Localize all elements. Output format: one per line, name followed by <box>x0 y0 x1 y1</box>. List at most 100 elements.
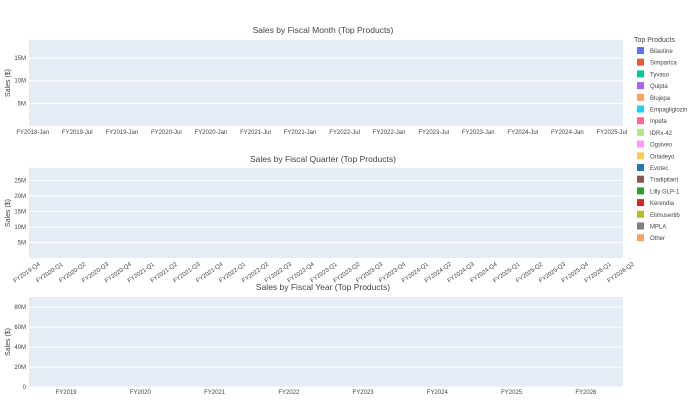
x-tick-label: FY2020-Jul <box>151 130 182 136</box>
legend-swatch <box>637 140 644 148</box>
x-tick-label: FY2024-Jan <box>551 130 584 136</box>
legend-label: Elimusertib <box>650 213 680 219</box>
chart-yearly-y-label: Sales ($) <box>5 328 12 356</box>
legend-swatch <box>637 105 644 113</box>
legend-swatch <box>637 210 644 218</box>
y-tick-label: 10M <box>14 225 26 231</box>
legend-label: Kerendia <box>650 201 675 207</box>
legend-swatch <box>637 58 644 66</box>
legend-item[interactable]: Inpefa <box>637 117 667 125</box>
x-tick-label: FY2019-Jan <box>105 130 138 136</box>
legend-item[interactable]: Simparica <box>637 58 677 67</box>
y-tick-label: 0 <box>23 385 27 391</box>
legend-label: Ogsiveo <box>650 143 673 149</box>
legend-swatch <box>637 175 644 183</box>
legend-swatch <box>637 234 644 242</box>
legend-item[interactable]: MPLA <box>637 222 666 231</box>
legend-label: Simparica <box>650 61 677 67</box>
y-tick-label: 60M <box>14 325 26 331</box>
chart-quarterly-gridlines <box>29 179 623 243</box>
legend-item[interactable]: Evotec <box>637 164 668 172</box>
legend-swatch <box>637 187 644 195</box>
legend-swatch <box>637 164 644 171</box>
x-tick-label: FY2019 <box>56 390 78 396</box>
legend-item[interactable]: Elimusertib <box>637 210 680 219</box>
y-tick-label: 10M <box>14 79 26 85</box>
chart-monthly: Sales by Fiscal Month (Top Products) 5M 1… <box>5 25 627 136</box>
x-tick-label: FY2022-Jul <box>329 130 360 136</box>
legend-label: Empagliglozin <box>650 108 687 114</box>
chart-yearly-y-ticks: 0 20M 40M 60M 80M <box>14 305 26 391</box>
legend-swatch <box>637 222 644 230</box>
chart-monthly-y-label: Sales ($) <box>5 69 12 97</box>
chart-yearly-title: Sales by Fiscal Year (Top Products) <box>256 282 390 292</box>
legend-item[interactable]: Ogsiveo <box>637 140 673 149</box>
x-tick-label: FY2025-Jul <box>597 130 628 136</box>
legend-label: Evotec <box>650 166 668 172</box>
legend-label: Orladeyo <box>650 154 675 160</box>
legend-items[interactable]: Bilastine Simparica Tyvaso Quipta Blujepa Emp… <box>637 47 687 242</box>
x-tick-label: FY2021 <box>204 390 226 396</box>
legend-swatch <box>637 117 644 125</box>
legend-item[interactable]: Lilly GLP-1 <box>637 187 680 195</box>
chart-yearly: Sales by Fiscal Year (Top Products) 0 20M… <box>5 282 623 396</box>
chart-monthly-title: Sales by Fiscal Month (Top Products) <box>253 25 394 35</box>
x-tick-label: FY2024-Jul <box>507 130 538 136</box>
y-tick-label: 80M <box>14 305 26 311</box>
legend-swatch <box>637 152 644 160</box>
legend-label: Tradipitant <box>650 178 678 184</box>
y-tick-label: 20M <box>14 365 26 371</box>
chart-quarterly-y-ticks: 5M 10M 15M 20M 25M <box>14 178 26 246</box>
chart-quarterly-x-ticks: FY2019-Q4FY2020-Q1FY2020-Q2FY2020-Q3FY20… <box>13 261 636 284</box>
legend-item[interactable]: Tyvaso <box>637 70 670 78</box>
y-tick-label: 5M <box>18 101 26 107</box>
legend-item[interactable]: Kerendia <box>637 199 675 207</box>
legend-title: Top Products <box>634 37 675 44</box>
chart-monthly-plot-area <box>29 40 623 126</box>
chart-yearly-plot-area <box>29 297 623 387</box>
y-tick-label: 5M <box>18 240 26 246</box>
legend-swatch <box>637 93 644 101</box>
legend-swatch <box>637 82 644 90</box>
legend-swatch <box>637 128 644 136</box>
x-tick-label: FY2026 <box>575 390 597 396</box>
legend-label: Bilastine <box>650 49 673 55</box>
y-tick-label: 25M <box>14 178 26 184</box>
legend-label: IDRx-42 <box>650 131 673 137</box>
legend-item[interactable]: Quipta <box>637 82 668 90</box>
chart-monthly-y-ticks: 5M 10M 15M <box>14 56 26 107</box>
x-tick-label: FY2022 <box>278 390 300 396</box>
legend-swatch <box>637 199 644 207</box>
legend-label: MPLA <box>650 225 666 231</box>
legend: Top Products Bilastine Simparica Tyvaso Qui… <box>634 37 687 242</box>
x-tick-label: FY2023-Jul <box>418 130 449 136</box>
x-tick-label: FY2023-Jan <box>462 130 495 136</box>
chart-yearly-gridlines <box>29 306 623 388</box>
legend-label: Tyvaso <box>650 72 670 78</box>
legend-item[interactable]: Tradipitant <box>637 175 678 184</box>
legend-swatch <box>637 70 644 78</box>
legend-item[interactable]: Empagliglozin <box>637 105 687 114</box>
legend-item[interactable]: IDRx-42 <box>637 128 673 137</box>
legend-item[interactable]: Bilastine <box>637 47 673 55</box>
x-tick-label: FY2019-Jul <box>62 130 93 136</box>
x-tick-label: FY2022-Jan <box>373 130 406 136</box>
legend-label: Other <box>650 236 665 242</box>
chart-quarterly-plot-area <box>29 168 623 258</box>
chart-quarterly: Sales by Fiscal Quarter (Top Products) 5… <box>5 154 636 284</box>
x-tick-label: FY2021-Jan <box>284 130 317 136</box>
legend-item[interactable]: Blujepa <box>637 93 671 102</box>
legend-label: Inpefa <box>650 119 667 125</box>
chart-yearly-x-ticks: FY2019 FY2020 FY2021 FY2022 FY2023 FY2024 FY20… <box>56 390 597 396</box>
x-tick-label: FY2025 <box>501 390 523 396</box>
legend-swatch <box>637 47 644 54</box>
legend-item[interactable]: Orladeyo <box>637 152 675 160</box>
y-tick-label: 15M <box>14 56 26 62</box>
chart-quarterly-y-label: Sales ($) <box>5 199 12 227</box>
x-tick-label: FY2023 <box>353 390 375 396</box>
x-tick-label: FY2021-Jul <box>240 130 271 136</box>
x-tick-label: FY2024 <box>427 390 449 396</box>
legend-item[interactable]: Other <box>637 234 665 242</box>
legend-label: Lilly GLP-1 <box>650 189 680 195</box>
